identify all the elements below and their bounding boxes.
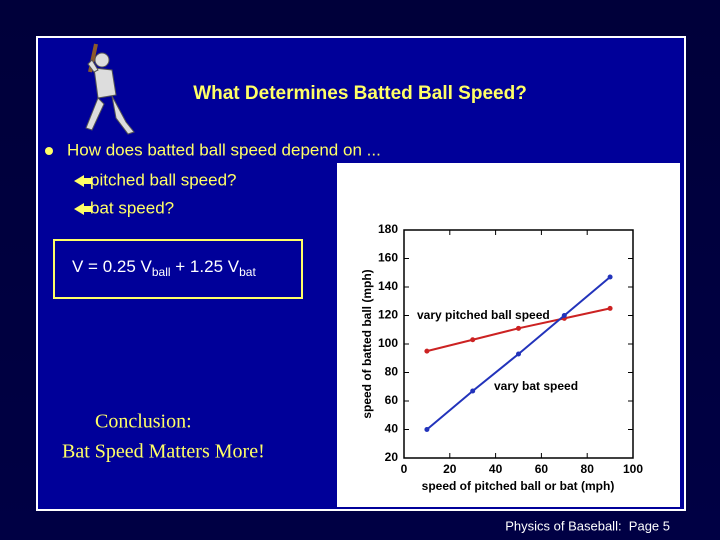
conclusion-label: Conclusion:: [95, 411, 192, 433]
sub-bullet: bat speed?: [90, 198, 174, 217]
formula: V = 0.25 Vball + 1.25 Vbat: [72, 257, 256, 279]
formula-box: [53, 239, 303, 299]
x-tick-label: 100: [623, 462, 643, 476]
sub-bullet: pitched ball speed?: [90, 170, 237, 189]
y-tick-label: 40: [385, 422, 399, 436]
y-axis-label: speed of batted ball (mph): [360, 269, 374, 418]
y-tick-label: 140: [378, 279, 398, 293]
x-tick-label: 20: [443, 462, 457, 476]
y-tick-label: 100: [378, 336, 398, 350]
y-tick-label: 160: [378, 251, 398, 265]
footer: Physics of Baseball: Page 5: [505, 518, 670, 533]
data-point: [516, 325, 521, 331]
chart: speed of pitched ball or bat (mph) speed…: [337, 163, 680, 507]
x-tick-label: 40: [489, 462, 503, 476]
data-point: [561, 313, 567, 318]
y-tick-label: 20: [385, 450, 399, 464]
formula-subscript: bat: [239, 265, 256, 279]
formula-part: + 1.25 V: [171, 257, 240, 276]
conclusion-text: Bat Speed Matters More!: [62, 441, 265, 463]
data-point: [470, 388, 476, 394]
data-point: [516, 351, 521, 357]
player-illustration: [85, 43, 135, 135]
formula-subscript: ball: [152, 265, 171, 279]
series-label: vary pitched ball speed: [417, 308, 550, 322]
slide-title: What Determines Batted Ball Speed?: [193, 83, 527, 104]
series-label: vary bat speed: [494, 379, 578, 393]
chart-background: [337, 163, 680, 507]
y-tick-label: 60: [385, 393, 399, 407]
y-tick-label: 180: [378, 222, 398, 236]
x-tick-label: 60: [535, 462, 549, 476]
y-tick-label: 120: [378, 308, 398, 322]
data-point: [424, 348, 430, 354]
data-point: [607, 305, 613, 311]
y-tick-label: 80: [385, 365, 399, 379]
sub-bullet-arrow: [74, 175, 92, 187]
x-tick-label: 80: [581, 462, 595, 476]
data-point: [424, 427, 430, 432]
data-point: [470, 337, 476, 343]
x-tick-label: 0: [401, 462, 408, 476]
bullet-text: How does batted ball speed depend on ...: [67, 140, 381, 159]
formula-part: V = 0.25 V: [72, 257, 153, 276]
data-point: [607, 274, 613, 280]
x-axis-label: speed of pitched ball or bat (mph): [422, 479, 615, 493]
sub-bullet-arrow: [74, 203, 92, 215]
bullet-dot: [45, 147, 53, 155]
